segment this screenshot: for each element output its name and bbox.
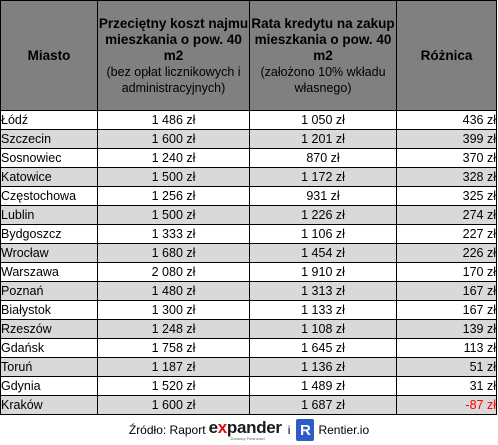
table-row: Poznań 1 480 zł 1 313 zł 167 zł <box>0 281 497 301</box>
loan-cell: 1 910 zł <box>249 262 397 282</box>
city-cell: Warszawa <box>0 262 98 282</box>
city-cell: Łódź <box>0 110 98 130</box>
diff-cell: 399 zł <box>396 129 497 149</box>
rent-cell: 2 080 zł <box>97 262 250 282</box>
diff-cell: 227 zł <box>396 224 497 244</box>
source-label: Źródło: Raport <box>128 423 206 437</box>
city-cell: Rzeszów <box>0 319 98 339</box>
table-row: Sosnowiec 1 240 zł 870 zł 370 zł <box>0 148 497 168</box>
table-row: Toruń 1 187 zł 1 136 zł 51 zł <box>0 357 497 377</box>
diff-cell: 274 zł <box>396 205 497 225</box>
table-row: Katowice 1 500 zł 1 172 zł 328 zł <box>0 167 497 187</box>
loan-cell: 1 454 zł <box>249 243 397 263</box>
city-cell: Wrocław <box>0 243 98 263</box>
diff-cell: 325 zł <box>396 186 497 206</box>
table-row: Gdańsk 1 758 zł 1 645 zł 113 zł <box>0 338 497 358</box>
loan-cell: 1 645 zł <box>249 338 397 358</box>
table-row: Lublin 1 500 zł 1 226 zł 274 zł <box>0 205 497 225</box>
rent-cell: 1 248 zł <box>97 319 250 339</box>
diff-cell: 167 zł <box>396 281 497 301</box>
table-row: Bydgoszcz 1 333 zł 1 106 zł 227 zł <box>0 224 497 244</box>
expander-logo: expander Doradcy Finansowi <box>208 418 283 441</box>
city-cell: Toruń <box>0 357 98 377</box>
diff-cell: 113 zł <box>396 338 497 358</box>
rent-cell: 1 300 zł <box>97 300 250 320</box>
diff-cell: 139 zł <box>396 319 497 339</box>
rent-cell: 1 256 zł <box>97 186 250 206</box>
diff-cell: 226 zł <box>396 243 497 263</box>
diff-cell: 170 zł <box>396 262 497 282</box>
comparison-table: Miasto Przeciętny koszt najmu mieszkania… <box>0 0 497 415</box>
city-cell: Gdynia <box>0 376 98 396</box>
conjunction-text: i <box>287 423 291 437</box>
loan-cell: 1 201 zł <box>249 129 397 149</box>
rent-cell: 1 480 zł <box>97 281 250 301</box>
diff-cell: 31 zł <box>396 376 497 396</box>
rent-cell: 1 600 zł <box>97 129 250 149</box>
table-row: Częstochowa 1 256 zł 931 zł 325 zł <box>0 186 497 206</box>
diff-cell: 436 zł <box>396 110 497 130</box>
city-cell: Kraków <box>0 395 98 415</box>
diff-cell: -87 zł <box>396 395 497 415</box>
rent-cell: 1 500 zł <box>97 205 250 225</box>
table-row: Warszawa 2 080 zł 1 910 zł 170 zł <box>0 262 497 282</box>
city-cell: Poznań <box>0 281 98 301</box>
rent-cell: 1 333 zł <box>97 224 250 244</box>
city-cell: Szczecin <box>0 129 98 149</box>
loan-cell: 1 050 zł <box>249 110 397 130</box>
loan-cell: 1 489 zł <box>249 376 397 396</box>
rent-cell: 1 500 zł <box>97 167 250 187</box>
city-cell: Lublin <box>0 205 98 225</box>
rent-cell: 1 240 zł <box>97 148 250 168</box>
loan-cell: 1 136 zł <box>249 357 397 377</box>
header-diff: Różnica <box>396 0 497 111</box>
loan-cell: 1 108 zł <box>249 319 397 339</box>
table-row: Szczecin 1 600 zł 1 201 zł 399 zł <box>0 129 497 149</box>
loan-cell: 1 133 zł <box>249 300 397 320</box>
table-body: Łódź 1 486 zł 1 050 zł 436 zł Szczecin 1 600 … <box>0 110 497 415</box>
loan-cell: 1 172 zł <box>249 167 397 187</box>
city-cell: Katowice <box>0 167 98 187</box>
loan-cell: 1 226 zł <box>249 205 397 225</box>
table-row: Białystok 1 300 zł 1 133 zł 167 zł <box>0 300 497 320</box>
city-cell: Gdańsk <box>0 338 98 358</box>
rent-cell: 1 486 zł <box>97 110 250 130</box>
rentier-logo-icon: R <box>296 419 315 441</box>
diff-cell: 370 zł <box>396 148 497 168</box>
table-row: Wrocław 1 680 zł 1 454 zł 226 zł <box>0 243 497 263</box>
header-city: Miasto <box>0 0 98 111</box>
loan-cell: 870 zł <box>249 148 397 168</box>
header-rent: Przeciętny koszt najmu mieszkania o pow.… <box>97 0 250 111</box>
header-loan: Rata kredytu na zakup mieszkania o pow. … <box>249 0 397 111</box>
loan-cell: 1 313 zł <box>249 281 397 301</box>
city-cell: Częstochowa <box>0 186 98 206</box>
diff-cell: 167 zł <box>396 300 497 320</box>
header-row: Miasto Przeciętny koszt najmu mieszkania… <box>0 0 497 111</box>
table-row: Rzeszów 1 248 zł 1 108 zł 139 zł <box>0 319 497 339</box>
rentier-name: Rentier.io <box>318 423 370 437</box>
rent-cell: 1 600 zł <box>97 395 250 415</box>
rent-cell: 1 520 zł <box>97 376 250 396</box>
rent-cell: 1 187 zł <box>97 357 250 377</box>
diff-cell: 328 zł <box>396 167 497 187</box>
table-row: Kraków 1 600 zł 1 687 zł -87 zł <box>0 395 497 415</box>
city-cell: Białystok <box>0 300 98 320</box>
rent-cell: 1 758 zł <box>97 338 250 358</box>
loan-cell: 1 687 zł <box>249 395 397 415</box>
loan-cell: 1 106 zł <box>249 224 397 244</box>
city-cell: Bydgoszcz <box>0 224 98 244</box>
loan-cell: 931 zł <box>249 186 397 206</box>
table-row: Gdynia 1 520 zł 1 489 zł 31 zł <box>0 376 497 396</box>
rent-cell: 1 680 zł <box>97 243 250 263</box>
table-row: Łódź 1 486 zł 1 050 zł 436 zł <box>0 110 497 130</box>
source-footer: Źródło: Raport expander Doradcy Finansow… <box>0 416 498 444</box>
city-cell: Sosnowiec <box>0 148 98 168</box>
diff-cell: 51 zł <box>396 357 497 377</box>
